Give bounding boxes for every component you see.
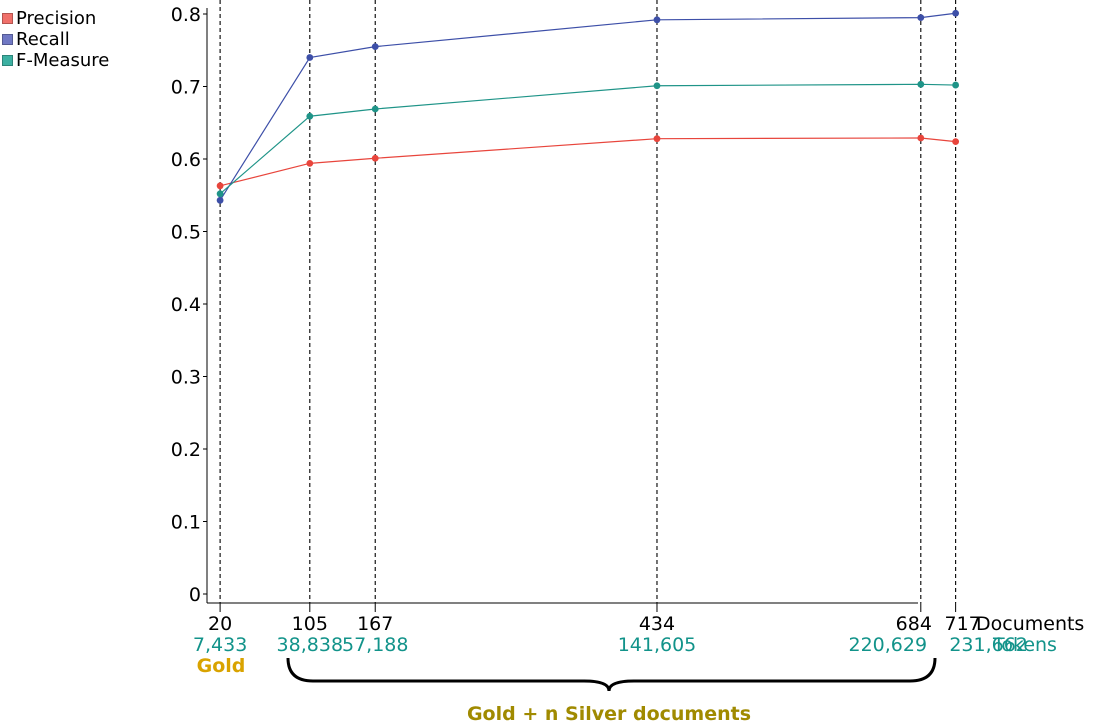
data-point [216,182,224,190]
y-tick-label: 0.8 [171,4,201,26]
series-line [219,137,956,187]
series-f-measure [216,80,960,198]
legend-item-f-measure: F-Measure [2,50,109,71]
axes: 0 0.1 0.2 0.3 0.4 0.5 0.6 0.7 0.8 [171,4,957,612]
data-point [653,82,661,90]
token-label: 220,629 [849,634,928,656]
data-point [917,14,925,22]
y-tick-label: 0.2 [171,439,201,461]
x-tick-label: 434 [639,613,675,635]
y-tick-label: 0.6 [171,149,201,171]
legend-label-recall: Recall [16,29,70,50]
y-tick-label: 0 [189,584,201,606]
data-point [216,196,224,204]
token-label: 57,188 [342,634,408,656]
data-point [952,9,960,17]
legend-item-recall: Recall [2,29,109,50]
token-label: 38,838 [277,634,343,656]
x-tick-label: 684 [896,613,932,635]
data-point [216,190,224,198]
data-point [306,159,314,167]
token-label: 231,662 [949,634,1028,656]
x-tick-label: 167 [357,613,393,635]
data-point [371,105,379,113]
recall-swatch-icon [2,34,13,45]
bracket-label: Gold + n Silver documents [467,703,751,725]
x-axis-label: Documents [976,613,1084,635]
series-group [216,9,960,204]
y-tick-label: 0.5 [171,222,201,244]
data-point [952,81,960,89]
x-tick-label: 717 [944,613,980,635]
legend-item-precision: Precision [2,8,109,29]
token-label: 7,433 [193,634,247,656]
data-point [917,134,925,142]
f-measure-swatch-icon [2,55,13,66]
data-point [306,54,314,61]
series-line [219,12,956,201]
token-label: 141,605 [618,634,697,656]
document-guide-lines [219,0,957,603]
secondary-axis-label: Tokens [992,634,1057,656]
legend-label-f-measure: F-Measure [16,50,110,71]
brace-icon [286,657,937,692]
y-tick-label: 0.7 [171,77,201,99]
x-tick-label: 20 [208,613,232,635]
y-tick-label: 0.4 [171,294,201,316]
x-tick-label: 105 [292,613,328,635]
series-recall [216,9,960,204]
series-line [219,83,956,195]
gold-label: Gold [197,655,246,677]
precision-swatch-icon [2,13,13,24]
data-point [917,80,925,88]
data-point [306,112,314,120]
annotations: Gold Gold + n Silver documents [197,655,937,725]
data-point [371,154,379,162]
data-point [653,135,661,143]
y-tick-label: 0.1 [171,512,201,534]
y-tick-label: 0.3 [171,367,201,389]
legend: Precision Recall F-Measure [2,8,109,71]
series-precision [216,134,960,190]
data-point [653,16,661,24]
data-point [952,138,960,146]
legend-label-precision: Precision [16,8,97,29]
data-point [371,43,379,51]
